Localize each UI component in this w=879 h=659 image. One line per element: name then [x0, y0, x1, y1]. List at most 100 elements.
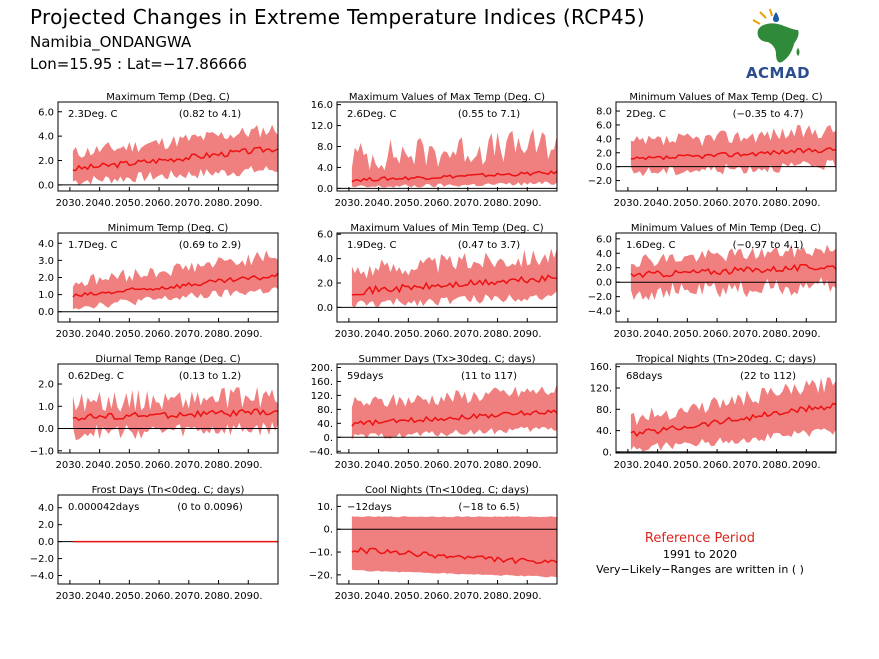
y-tick-label: 0.0: [596, 162, 612, 173]
chart-summary: 1.9Deg. C: [347, 240, 396, 251]
x-tick-label: 2040.: [364, 460, 393, 471]
y-tick-label: −10.: [309, 548, 333, 559]
y-tick-label: 6.0: [596, 234, 612, 245]
y-tick-label: 0.: [323, 433, 333, 444]
x-tick-label: 2030.: [56, 460, 85, 471]
median-line: [630, 147, 837, 161]
chart-range: (22 to 112): [740, 371, 796, 382]
x-tick-label: 2070.: [453, 591, 482, 602]
y-tick-label: 6.0: [596, 120, 612, 131]
x-tick-label: 2050.: [394, 198, 423, 209]
uncertainty-band: [351, 128, 557, 188]
chart-panel: 10.0.−10.−20.2030. 2040. 2050. 2060. 2070. 20…: [309, 485, 558, 602]
y-tick-label: 10.: [317, 502, 333, 513]
uncertainty-band: [351, 248, 557, 308]
x-tick-label: 2040.: [643, 198, 672, 209]
y-tick-label: 2.0: [38, 520, 54, 531]
plot-frame: [615, 232, 837, 323]
chart-title: Maximum Temp (Deg. C): [106, 92, 230, 103]
y-tick-label: 2.0: [596, 263, 612, 274]
chart-title: Maximum Values of Max Temp (Deg. C): [349, 92, 545, 103]
x-tick-label: 2040.: [85, 591, 114, 602]
y-tick-label: −4.0: [588, 307, 612, 318]
x-tick-label: 2050.: [673, 460, 702, 471]
x-tick-label: 2050.: [115, 198, 144, 209]
x-tick-label: 2080.: [483, 591, 512, 602]
uncertainty-band: [630, 244, 836, 301]
chart-summary: 1.6Deg. C: [626, 240, 675, 251]
acmad-logo: ACMAD: [736, 8, 820, 84]
chart-title: Minimum Values of Max Temp (Deg. C): [629, 92, 822, 103]
y-tick-label: 4.0: [38, 503, 54, 514]
x-tick-label: 2050.: [115, 591, 144, 602]
x-tick-label: 2080.: [762, 198, 791, 209]
x-tick-label: 2070.: [732, 460, 761, 471]
y-tick-label: 40.: [596, 426, 612, 437]
y-tick-label: 0.0: [38, 424, 54, 435]
uncertainty-band: [630, 124, 836, 177]
chart-range: (0.69 to 2.9): [179, 240, 241, 251]
x-tick-label: 2080.: [204, 198, 233, 209]
x-tick-label: 2050.: [115, 460, 144, 471]
plot-frame: [336, 363, 558, 454]
y-tick-label: 2.0: [38, 156, 54, 167]
y-tick-label: 4.0: [596, 249, 612, 260]
y-tick-label: 0.0: [596, 278, 612, 289]
chart-range: (0.13 to 1.2): [179, 371, 241, 382]
y-tick-label: 160.: [311, 377, 333, 388]
x-tick-label: 2090.: [513, 198, 542, 209]
chart-title: Summer Days (Tx>30deg. C; days): [358, 354, 535, 365]
acmad-africa-logo-icon: [752, 8, 800, 63]
x-tick-label: 2090.: [792, 460, 821, 471]
chart-panel: 200.160.120.80.40.0.−40.2030. 2040. 2050. 2…: [309, 354, 558, 471]
x-tick-label: 2080.: [204, 591, 233, 602]
y-tick-label: −20.: [309, 570, 333, 581]
x-tick-label: 2070.: [453, 460, 482, 471]
reference-block: Reference Period 1991 to 2020 Very−Likel…: [590, 531, 810, 576]
chart-range: (−0.35 to 4.7): [733, 109, 804, 120]
x-tick-label: 2050.: [673, 198, 702, 209]
x-tick-label: 2050.: [673, 329, 702, 340]
y-tick-label: 2.0: [596, 148, 612, 159]
y-tick-label: 2.0: [38, 273, 54, 284]
y-tick-label: 80.: [317, 405, 333, 416]
x-tick-label: 2050.: [394, 329, 423, 340]
x-tick-label: 2040.: [364, 591, 393, 602]
x-tick-label: 2080.: [204, 329, 233, 340]
x-tick-label: 2040.: [85, 198, 114, 209]
chart-title: Minimum Values of Min Temp (Deg. C): [631, 223, 821, 234]
x-tick-label: 2080.: [483, 198, 512, 209]
x-tick-label: 2030.: [335, 198, 364, 209]
median-line: [351, 409, 558, 427]
y-tick-label: 0.: [602, 447, 612, 458]
x-tick-label: 2060.: [145, 329, 174, 340]
plot-frame: [57, 494, 279, 585]
station-name: Namibia_ONDANGWA: [30, 33, 192, 51]
x-tick-label: 2070.: [732, 329, 761, 340]
plot-frame: [57, 101, 279, 192]
uncertainty-band: [351, 516, 557, 578]
chart-summary: 68days: [626, 371, 662, 382]
y-tick-label: 1.0: [38, 402, 54, 413]
chart-range: (0.82 to 4.1): [179, 109, 241, 120]
uncertainty-band: [72, 250, 279, 310]
chart-summary: −12days: [347, 502, 392, 513]
x-tick-label: 2070.: [174, 329, 203, 340]
chart-title: Diurnal Temp Range (Deg. C): [95, 354, 240, 365]
chart-title: Tropical Nights (Tn>20deg. C; days): [635, 354, 816, 365]
y-tick-label: 8.0: [317, 142, 333, 153]
y-tick-label: 4.0: [317, 254, 333, 265]
x-tick-label: 2050.: [394, 591, 423, 602]
x-tick-label: 2090.: [234, 329, 263, 340]
x-tick-label: 2030.: [56, 591, 85, 602]
chart-range: (0.55 to 7.1): [458, 109, 520, 120]
y-tick-label: 1.0: [38, 290, 54, 301]
x-tick-label: 2080.: [204, 460, 233, 471]
x-tick-label: 2030.: [614, 329, 643, 340]
x-tick-label: 2060.: [703, 329, 732, 340]
uncertainty-band: [72, 386, 279, 441]
